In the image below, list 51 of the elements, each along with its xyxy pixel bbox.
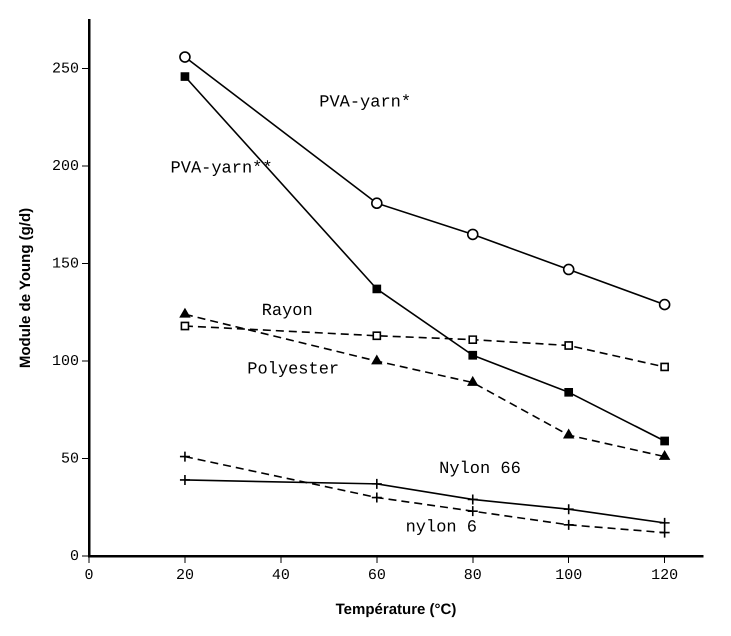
x-axis-title: Température (°C) — [336, 601, 456, 618]
point — [180, 72, 190, 81]
x-tick-label: 0 — [84, 566, 94, 584]
y-tick-label: 150 — [52, 256, 80, 273]
point — [180, 322, 190, 330]
x-tick-label: 100 — [555, 566, 582, 584]
point — [180, 308, 190, 318]
series-label: nylon 6 — [406, 518, 478, 538]
point — [371, 492, 383, 504]
point — [371, 197, 383, 210]
x-tick-label: 40 — [272, 566, 290, 584]
point — [562, 519, 574, 531]
y-tick-label: 0 — [70, 548, 80, 565]
series-label: PVA-yarn** — [170, 160, 273, 179]
y-tick-label: 50 — [60, 450, 80, 468]
point — [466, 228, 479, 240]
y-axis-title: Module de Young (g/d) — [17, 208, 34, 368]
point — [179, 474, 191, 486]
point — [658, 298, 670, 310]
point — [659, 450, 670, 460]
point — [564, 341, 574, 350]
x-tick-label: 60 — [368, 566, 386, 584]
point — [372, 284, 382, 294]
point — [466, 494, 479, 506]
series-label: Nylon 66 — [439, 460, 521, 479]
point — [658, 517, 670, 529]
point — [564, 429, 574, 438]
series-label: Rayon — [262, 302, 313, 321]
point — [562, 264, 574, 276]
series-label: Polyester — [247, 360, 340, 380]
point — [564, 388, 574, 397]
x-tick-label: 80 — [464, 566, 482, 584]
point — [179, 450, 191, 462]
point — [468, 350, 478, 360]
x-tick-label: 20 — [176, 566, 194, 584]
point — [371, 478, 383, 490]
point — [468, 376, 478, 386]
point — [468, 335, 478, 344]
point — [562, 503, 574, 516]
point — [660, 362, 669, 372]
point — [466, 505, 479, 517]
y-tick-label: 250 — [52, 60, 80, 78]
text: PVA-yarn* — [319, 93, 412, 112]
point — [179, 51, 191, 63]
point — [660, 436, 669, 446]
point — [372, 355, 382, 364]
y-tick-label: 100 — [52, 353, 80, 370]
x-tick-label: 120 — [651, 566, 678, 584]
point — [372, 331, 382, 340]
y-tick-label: 200 — [52, 158, 80, 176]
point — [658, 526, 670, 538]
